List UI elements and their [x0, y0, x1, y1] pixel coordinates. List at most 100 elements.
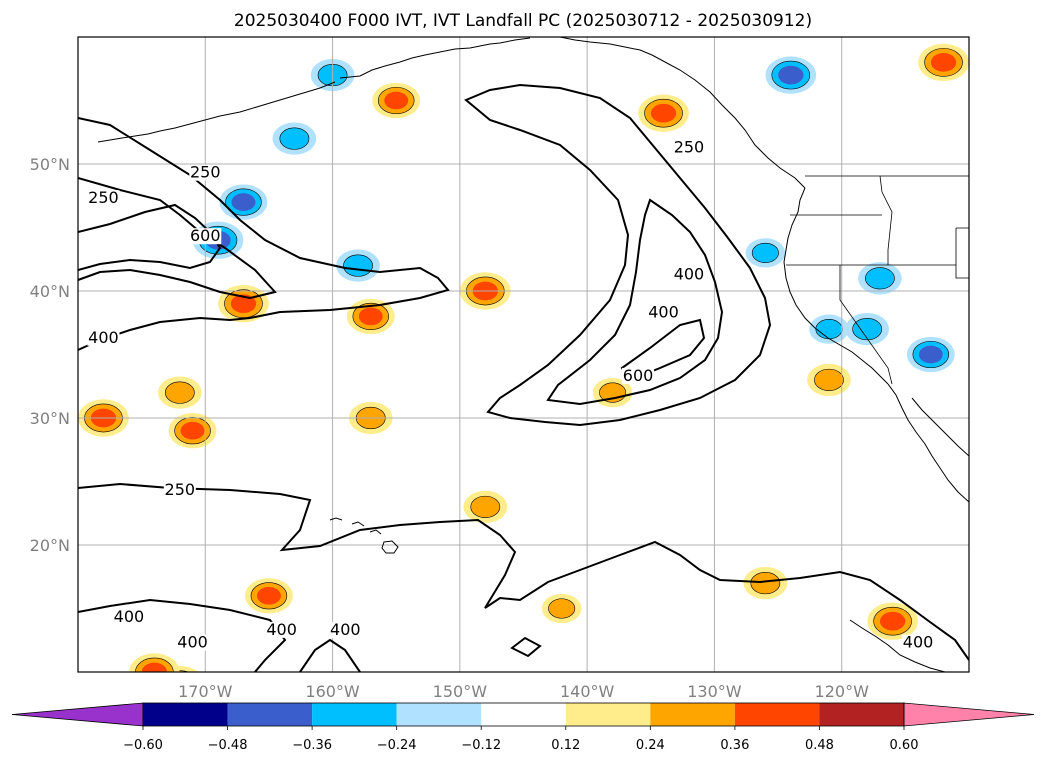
- colorbar-bin-2: [312, 703, 397, 726]
- lon-tick-label-0: 170°W: [178, 682, 233, 701]
- contour-label-7: 600: [623, 366, 654, 385]
- pc-anomaly-27-ring-2: [879, 611, 906, 631]
- map-frame: [77, 36, 970, 673]
- contour-label-bg-3: [87, 329, 120, 346]
- pc-anomaly-12-ring-2: [256, 586, 281, 605]
- ivt-contour-400-southern: [78, 598, 542, 672]
- latitude-tick-labels: 50°N 40°N 30°N 20°N: [30, 155, 70, 555]
- ivt-contours: [78, 83, 969, 672]
- contour-label-bg-1: [87, 190, 120, 207]
- contour-label-0: 250: [190, 163, 221, 182]
- colorbar-bin-7: [734, 703, 820, 726]
- pc-anomaly-22-ring-2: [918, 345, 943, 364]
- pc-anomaly-12: [245, 578, 293, 614]
- hawaii-islands: [329, 517, 399, 554]
- pc-anomaly-19: [765, 56, 817, 94]
- lon-tick-label-2: 150°W: [433, 682, 488, 701]
- lon-tick-label-5: 120°W: [815, 682, 870, 701]
- colorbar-tick-label-2: −0.36: [292, 738, 332, 753]
- lat-tick-label-2: 30°N: [30, 409, 70, 428]
- contour-label-bg-8: [163, 482, 196, 499]
- contour-label-bg-7: [622, 367, 655, 384]
- baja-california-coastline: [887, 383, 969, 503]
- pc-anomaly-16: [463, 490, 508, 524]
- colorbar-bin-1: [227, 703, 313, 726]
- ivt-contour-250-western: [78, 117, 450, 351]
- pc-anomaly-9-ring-2: [180, 421, 205, 440]
- contour-label-10: 400: [177, 633, 208, 652]
- pc-anomaly-28-ring-1: [750, 572, 781, 595]
- colorbar-bin-8: [819, 703, 904, 726]
- contour-label-bg-10: [176, 634, 209, 651]
- map-background: [78, 37, 969, 672]
- contour-label-9: 400: [114, 607, 145, 626]
- contour-label-bg-12: [329, 621, 362, 638]
- colorbar-bin-4: [481, 703, 566, 726]
- contour-label-8: 250: [165, 480, 196, 499]
- pc-anomaly-23-ring-1: [865, 267, 895, 290]
- pc-anomaly-24-ring-1: [751, 242, 779, 263]
- pc-anomaly-7-ring-2: [358, 307, 383, 326]
- pc-anomaly-26: [807, 363, 851, 397]
- ivt-contour-400-eastern: [546, 198, 724, 406]
- colorbar-extend-min: [11, 702, 144, 727]
- pc-anomaly-17-ring-2: [650, 103, 677, 123]
- colorbar-tick-label-1: −0.48: [208, 738, 248, 753]
- pc-anomaly-26-ring-1: [814, 368, 844, 391]
- pc-anomaly-22: [906, 336, 955, 373]
- contour-label-13: 400: [903, 633, 934, 652]
- lat-tick-label-1: 40°N: [30, 282, 70, 301]
- colorbar-tick-label-3: −0.24: [377, 738, 417, 753]
- contour-label-4: 250: [674, 137, 705, 156]
- alaska-coastline: [339, 37, 806, 189]
- contour-label-bg-6: [647, 304, 680, 321]
- coastlines: [97, 37, 969, 672]
- ivt-contour-600-western: [78, 203, 222, 271]
- pc-anomaly-18: [372, 82, 421, 119]
- ivt-contour-400-western: [78, 177, 277, 300]
- pc-anomaly-11-ring-1: [164, 381, 195, 404]
- pc-anomaly-21-ring-1: [852, 318, 883, 341]
- pc-anomaly-2: [219, 184, 268, 220]
- colorbar-tick-label-7: 0.36: [720, 738, 749, 753]
- pc-anomaly-21: [845, 312, 890, 346]
- contour-label-bg-9: [112, 609, 145, 626]
- pc-anomaly-28: [743, 566, 788, 600]
- pc-anomaly-4-ring-1: [343, 254, 373, 277]
- colorbar-tick-label-4: −0.12: [461, 738, 501, 753]
- pc-anomaly-27: [867, 602, 918, 640]
- pc-anomaly-1: [272, 122, 317, 155]
- contour-label-1: 250: [88, 188, 119, 207]
- us-state-borders: [786, 175, 969, 385]
- pc-anomaly-14-ring-2: [141, 662, 168, 672]
- pc-anomaly-24: [745, 238, 786, 268]
- pc-anomaly-5-ring-2: [230, 294, 257, 314]
- colorbar-tick-label-8: 0.48: [805, 738, 834, 753]
- pc-anomaly-23: [858, 262, 902, 295]
- pc-anomaly-20: [918, 43, 969, 82]
- colorbar-bin-3: [396, 703, 482, 726]
- contour-label-2: 600: [190, 226, 221, 245]
- colorbar-bin-0: [143, 703, 228, 726]
- pc-anomaly-1-ring-1: [279, 127, 310, 150]
- gridlines: [78, 37, 969, 672]
- colorbar-bin-6: [650, 703, 735, 726]
- ivt-contour-labels: 250 250 600 400 250 400 400 600 250 400 400 400 400 4…: [87, 137, 935, 652]
- colorbar-tick-label-0: −0.60: [123, 738, 163, 753]
- colorbar-tick-labels: −0.60 −0.48 −0.36 −0.24 −0.12 0.12 0.24 0.36 0.4…: [123, 726, 918, 753]
- colorbar-bin-5: [565, 703, 651, 726]
- pc-anomaly-4: [336, 249, 380, 282]
- longitude-tick-labels: 170°W 160°W 150°W 140°W 130°W 120°W: [178, 682, 869, 701]
- contour-label-bg-4: [672, 139, 705, 156]
- contour-label-bg-11: [265, 621, 298, 638]
- pc-anomaly-20-ring-2: [930, 53, 957, 72]
- pc-anomaly-18-ring-2: [384, 91, 409, 110]
- pc-anomaly-17: [638, 94, 689, 132]
- contour-label-12: 400: [330, 620, 361, 639]
- colorbar-tick-label-5: 0.12: [551, 738, 580, 753]
- chart-title: 2025030400 F000 IVT, IVT Landfall PC (20…: [234, 11, 812, 31]
- colorbar-extend-max: [903, 702, 1035, 727]
- pc-anomaly-15: [541, 593, 582, 624]
- pc-anomaly-14: [129, 653, 180, 672]
